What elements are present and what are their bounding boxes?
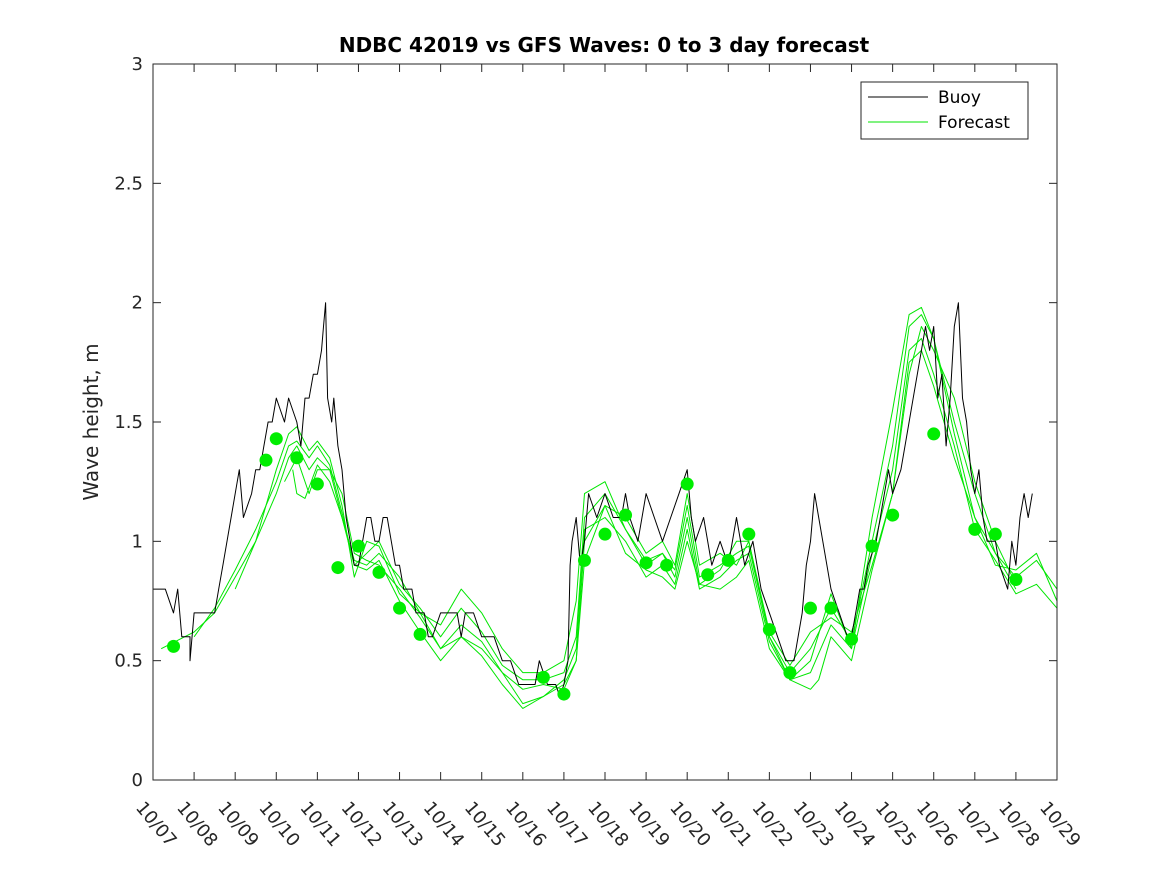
forecast-marker [762, 623, 776, 637]
forecast-marker [742, 527, 756, 541]
forecast-marker [393, 601, 407, 615]
y-tick-label: 2 [132, 293, 143, 314]
x-tick-label: 10/22 [748, 798, 797, 851]
forecast-marker [1009, 573, 1023, 587]
y-tick-label: 0 [132, 770, 143, 791]
forecast-marker [351, 539, 365, 553]
buoy-series [153, 302, 1033, 697]
forecast-marker [824, 601, 838, 615]
forecast-marker [701, 568, 715, 582]
x-tick-label: 10/12 [337, 798, 386, 851]
forecast-marker [865, 539, 879, 553]
forecast-marker [783, 666, 797, 680]
x-tick-label: 10/28 [994, 798, 1043, 851]
y-tick-label: 0.5 [114, 651, 143, 672]
forecast-marker [259, 453, 273, 467]
forecast-marker [413, 627, 427, 641]
x-tick-label: 10/23 [789, 798, 838, 851]
forecast-marker [167, 639, 181, 653]
y-tick-label: 3 [132, 54, 143, 75]
forecast-line-4 [284, 338, 1058, 705]
legend-box [860, 81, 1029, 140]
forecast-marker [290, 451, 304, 465]
legend-forecast-label: Forecast [938, 113, 1010, 133]
x-tick-label: 10/21 [706, 798, 755, 851]
forecast-marker [619, 508, 633, 522]
y-axis-label: Wave height, m [79, 343, 103, 500]
forecast-marker [536, 670, 550, 684]
y-tick-label: 1.5 [114, 412, 143, 433]
x-tick-label: 10/07 [131, 798, 180, 851]
forecast-marker [803, 601, 817, 615]
forecast-marker [845, 632, 859, 646]
forecast-line-1 [160, 326, 1017, 690]
plot-area [153, 64, 1057, 780]
x-tick-label: 10/25 [871, 798, 920, 851]
legend: Buoy Forecast [860, 81, 1029, 140]
x-tick-label: 10/11 [296, 798, 345, 851]
forecast-marker [721, 553, 735, 567]
x-tick-label: 10/20 [665, 798, 714, 851]
forecast-marker [968, 522, 982, 536]
forecast-line-5 [292, 349, 1017, 709]
forecast-marker [639, 556, 653, 570]
x-tick-label: 10/29 [1035, 798, 1084, 851]
forecast-line-3 [234, 306, 1058, 681]
forecast-marker [660, 558, 674, 572]
forecast-marker [988, 527, 1002, 541]
forecast-marker [331, 561, 345, 575]
forecast-marker [269, 432, 283, 446]
x-tick-label: 10/26 [912, 798, 961, 851]
x-tick-label: 10/09 [213, 798, 262, 851]
x-tick-label: 10/17 [542, 798, 591, 851]
forecast-marker [927, 427, 941, 441]
x-tick-label: 10/13 [378, 798, 427, 851]
forecast-marker [598, 527, 612, 541]
forecast-marker [557, 687, 571, 701]
y-axis: 0 0.5 1 1.5 2 2.5 3 [114, 54, 1057, 791]
forecast-marker [577, 553, 591, 567]
forecast-marker [680, 477, 694, 491]
x-tick-label: 10/08 [172, 798, 221, 851]
y-tick-label: 1 [132, 531, 143, 552]
forecast-marker [310, 477, 324, 491]
x-tick-label: 10/10 [254, 798, 303, 851]
x-tick-label: 10/15 [460, 798, 509, 851]
x-tick-label: 10/18 [583, 798, 632, 851]
chart-title: NDBC 42019 vs GFS Waves: 0 to 3 day fore… [339, 33, 870, 57]
forecast-marker [372, 565, 386, 579]
x-tick-label: 10/19 [624, 798, 673, 851]
forecast-marker [886, 508, 900, 522]
x-tick-label: 10/27 [953, 798, 1002, 851]
x-tick-label: 10/14 [419, 798, 468, 851]
legend-buoy-label: Buoy [938, 88, 981, 108]
x-tick-label: 10/24 [830, 798, 879, 851]
forecast-markers [167, 427, 1023, 701]
buoy-line [153, 302, 1033, 697]
x-tick-label: 10/16 [501, 798, 550, 851]
y-tick-label: 2.5 [114, 173, 143, 194]
plot-frame [152, 63, 1058, 781]
